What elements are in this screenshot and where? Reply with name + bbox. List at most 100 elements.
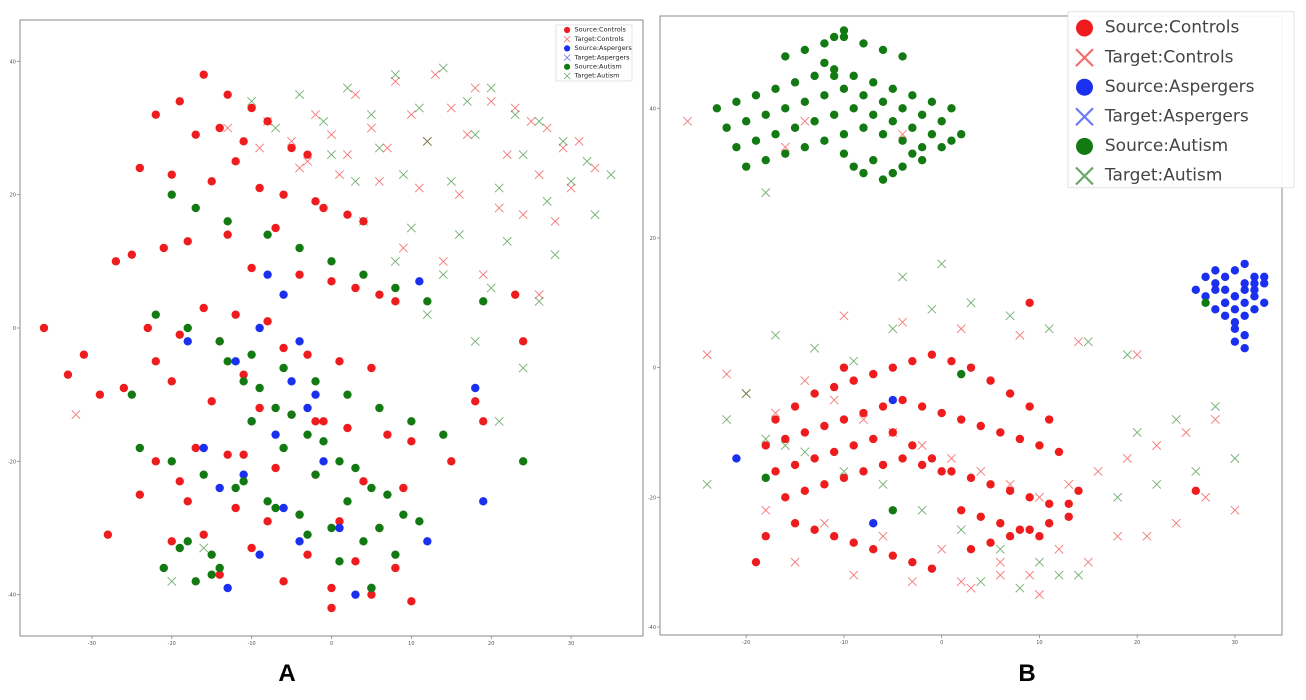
point-target-autism bbox=[566, 176, 576, 186]
series-source-aspergers-b bbox=[732, 259, 1269, 528]
panel-a: -30 -20 -10 0 10 20 30 -40 -20 0 20 40 Source:Cont… bbox=[8, 19, 644, 687]
point-source-autism bbox=[800, 142, 810, 152]
point-source-controls bbox=[996, 428, 1005, 437]
point-source-autism bbox=[869, 110, 878, 119]
point-target-controls bbox=[350, 90, 360, 100]
point-source-controls bbox=[263, 317, 272, 326]
point-target-autism bbox=[534, 116, 544, 126]
point-source-aspergers bbox=[1230, 292, 1240, 301]
point-source-controls bbox=[175, 477, 184, 486]
point-target-controls bbox=[839, 311, 849, 321]
point-source-autism bbox=[917, 110, 927, 119]
point-source-controls bbox=[471, 397, 480, 406]
point-source-controls bbox=[781, 434, 790, 444]
point-source-controls bbox=[1044, 519, 1054, 528]
legend-label-source-controls: Source:Controls bbox=[1105, 18, 1240, 38]
point-target-autism bbox=[271, 123, 281, 133]
point-source-controls bbox=[869, 434, 878, 444]
point-target-autism bbox=[414, 103, 424, 113]
point-source-autism bbox=[820, 91, 829, 100]
legend-label-source-controls: Source:Controls bbox=[575, 26, 627, 34]
point-target-controls bbox=[534, 290, 544, 300]
point-source-autism bbox=[191, 203, 200, 213]
point-target-autism bbox=[326, 150, 337, 160]
point-source-controls bbox=[183, 237, 192, 246]
point-source-aspergers bbox=[1240, 343, 1249, 353]
point-target-controls bbox=[1122, 453, 1132, 463]
point-source-controls bbox=[898, 454, 907, 463]
point-source-autism bbox=[239, 477, 248, 486]
y-tick-label: 40 bbox=[10, 59, 16, 65]
point-source-aspergers bbox=[1230, 324, 1240, 333]
point-source-autism bbox=[199, 470, 208, 479]
point-source-aspergers bbox=[335, 523, 344, 533]
point-source-autism bbox=[810, 71, 819, 81]
point-source-controls bbox=[247, 103, 256, 113]
point-target-autism bbox=[722, 414, 732, 425]
point-source-controls bbox=[888, 551, 898, 560]
point-target-autism bbox=[199, 543, 209, 553]
point-source-controls bbox=[127, 250, 137, 259]
point-source-autism bbox=[761, 473, 770, 483]
point-source-controls bbox=[327, 583, 336, 593]
point-target-controls bbox=[1083, 557, 1093, 567]
point-target-controls bbox=[295, 163, 305, 173]
point-source-controls bbox=[263, 517, 272, 526]
point-source-controls bbox=[1015, 525, 1025, 534]
legend-marker-source-controls bbox=[564, 26, 571, 34]
point-source-autism bbox=[888, 117, 898, 126]
point-target-autism bbox=[849, 356, 859, 366]
point-source-controls bbox=[790, 402, 800, 411]
panel-label-a: A bbox=[278, 660, 295, 687]
point-target-autism bbox=[1044, 324, 1054, 334]
point-target-autism bbox=[366, 110, 376, 120]
point-source-controls bbox=[335, 357, 344, 366]
point-target-autism bbox=[1015, 583, 1025, 593]
point-source-controls bbox=[151, 457, 160, 466]
point-source-autism bbox=[751, 136, 761, 145]
point-source-autism bbox=[878, 130, 888, 139]
point-source-controls bbox=[957, 506, 966, 515]
point-source-aspergers bbox=[279, 290, 288, 299]
point-target-controls bbox=[761, 505, 771, 515]
point-source-aspergers bbox=[199, 443, 208, 453]
point-target-autism bbox=[422, 136, 432, 146]
point-target-autism bbox=[446, 176, 456, 186]
point-source-autism bbox=[271, 403, 280, 413]
point-target-controls bbox=[71, 410, 81, 420]
point-source-autism bbox=[927, 97, 937, 107]
point-target-controls bbox=[780, 142, 790, 152]
point-source-controls bbox=[303, 150, 312, 159]
point-source-autism bbox=[415, 517, 424, 526]
point-target-controls bbox=[1132, 350, 1142, 360]
point-source-controls bbox=[1005, 532, 1015, 541]
x-tick-label: -30 bbox=[88, 641, 96, 647]
point-source-autism bbox=[859, 39, 868, 48]
point-source-controls bbox=[820, 480, 829, 489]
point-source-aspergers bbox=[888, 395, 898, 405]
point-source-autism bbox=[898, 136, 907, 145]
point-source-autism bbox=[849, 162, 858, 171]
series-target-controls-a bbox=[71, 70, 600, 420]
point-source-controls bbox=[343, 210, 352, 219]
point-target-controls bbox=[995, 570, 1005, 580]
point-source-controls bbox=[207, 397, 216, 406]
point-source-controls bbox=[319, 203, 328, 213]
point-source-autism bbox=[859, 168, 868, 178]
point-source-controls bbox=[908, 356, 917, 366]
point-source-autism bbox=[351, 463, 360, 473]
point-source-autism bbox=[908, 123, 917, 132]
point-source-controls bbox=[207, 177, 216, 186]
point-source-autism bbox=[183, 537, 192, 546]
point-source-autism bbox=[311, 377, 320, 386]
point-target-controls bbox=[486, 96, 496, 106]
point-source-controls bbox=[39, 323, 49, 333]
point-source-autism bbox=[151, 310, 160, 319]
legend-label-target-aspergers: Target:Aspergers bbox=[574, 53, 631, 61]
point-target-autism bbox=[800, 447, 810, 457]
point-target-autism bbox=[247, 96, 257, 106]
point-source-autism bbox=[279, 363, 288, 373]
point-source-autism bbox=[343, 497, 352, 506]
point-target-autism bbox=[342, 83, 352, 93]
point-source-controls bbox=[383, 430, 392, 439]
